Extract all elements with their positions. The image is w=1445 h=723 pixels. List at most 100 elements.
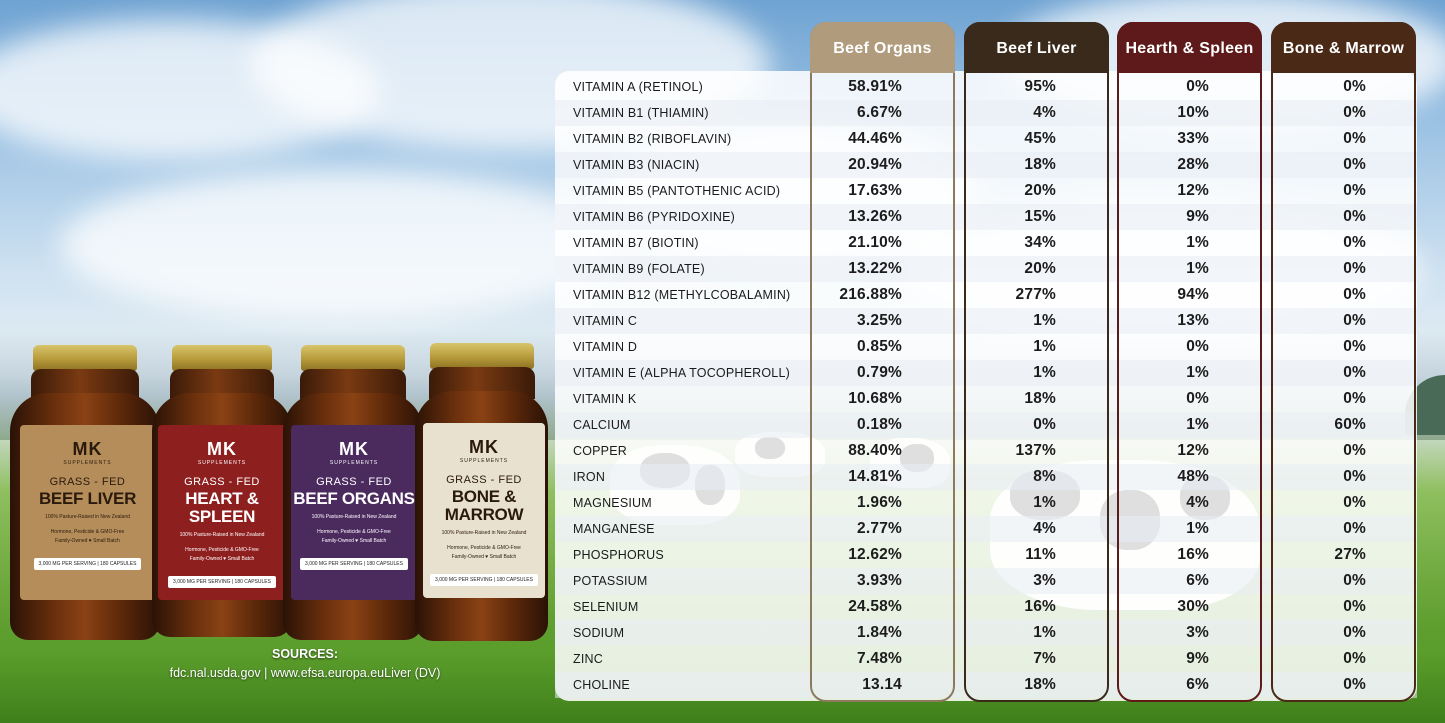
table-cell: 0% — [1343, 572, 1366, 589]
product-dose: 3,000 MG PER SERVING | 180 CAPSULES — [33, 558, 142, 570]
product-jar-beef-organs: MK SUPPLEMENTS GRASS - FED BEEF ORGANS 1… — [283, 345, 423, 640]
table-cell: 13.22% — [848, 260, 902, 277]
table-row-stripe — [555, 516, 1417, 542]
table-cell: 28% — [1177, 156, 1209, 173]
column-header: Beef Organs — [810, 22, 955, 73]
table-column: Bone & Marrow — [1271, 22, 1416, 702]
jar-lid — [172, 345, 272, 371]
table-cell: 48% — [1177, 468, 1209, 485]
nutrient-label: POTASSIUM — [573, 574, 648, 588]
table-cell: 3% — [1033, 572, 1056, 589]
table-cell: 6% — [1186, 572, 1209, 589]
table-cell: 3.93% — [857, 572, 902, 589]
nutrient-label: COPPER — [573, 444, 627, 458]
nutrient-label: MAGNESIUM — [573, 496, 652, 510]
nutrient-label: ZINC — [573, 652, 603, 666]
table-cell: 0% — [1186, 78, 1209, 95]
table-cell: 16% — [1177, 546, 1209, 563]
table-cell: 20% — [1024, 182, 1056, 199]
nutrient-label: PHOSPHORUS — [573, 548, 664, 562]
table-cell: 8% — [1033, 468, 1056, 485]
table-cell: 0% — [1343, 598, 1366, 615]
table-cell: 0% — [1343, 442, 1366, 459]
brand-logo: MK — [207, 439, 237, 459]
product-claims: Family-Owned ♥ Small Batch — [189, 556, 255, 562]
nutrient-label: MANGANESE — [573, 522, 655, 536]
table-cell: 16% — [1024, 598, 1056, 615]
table-cell: 11% — [1025, 546, 1056, 563]
sources-text: fdc.nal.usda.gov | www.efsa.europa.euLiv… — [169, 666, 441, 680]
table-cell: 9% — [1186, 208, 1209, 225]
table-cell: 0% — [1343, 78, 1366, 95]
nutrient-label: VITAMIN K — [573, 392, 637, 406]
table-cell: 13% — [1177, 312, 1209, 329]
nutrient-label: IRON — [573, 470, 606, 484]
table-cell: 0% — [1343, 208, 1366, 225]
table-cell: 1% — [1033, 624, 1056, 641]
table-cell: 0% — [1186, 390, 1209, 407]
table-cell: 27% — [1334, 546, 1366, 563]
table-cell: 13.14 — [862, 676, 902, 693]
table-cell: 0% — [1343, 104, 1366, 121]
table-cell: 0% — [1186, 338, 1209, 355]
table-cell: 0% — [1343, 364, 1366, 381]
table-cell: 34% — [1024, 234, 1056, 251]
product-tagline: 100% Pasture-Raised in New Zealand — [179, 532, 265, 538]
product-line1: GRASS - FED — [49, 476, 126, 488]
table-cell: 17.63% — [848, 182, 902, 199]
column-header: Hearth & Spleen — [1117, 22, 1262, 73]
table-cell: 3% — [1186, 624, 1209, 641]
table-cell: 24.58% — [848, 598, 902, 615]
table-cell: 3.25% — [857, 312, 902, 329]
product-name: HEART & SPLEEN — [185, 489, 259, 526]
nutrient-label: VITAMIN B1 (THIAMIN) — [573, 106, 709, 120]
table-cell: 2.77% — [857, 520, 902, 537]
table-cell: 33% — [1177, 130, 1209, 147]
table-cell: 45% — [1024, 130, 1056, 147]
nutrient-label: CHOLINE — [573, 678, 630, 692]
product-claims: Hormone, Pesticide & GMO-Free — [185, 547, 259, 553]
jar-label: MK SUPPLEMENTS GRASS - FED BEEF LIVER 10… — [20, 425, 155, 600]
table-row-stripe — [555, 620, 1417, 646]
table-cell: 12% — [1177, 442, 1209, 459]
product-jar-bone-marrow: MK SUPPLEMENTS GRASS - FED BONE & MARROW… — [415, 343, 548, 641]
product-claims: Hormone, Pesticide & GMO-Free — [50, 529, 125, 535]
table-column: Hearth & Spleen — [1117, 22, 1262, 702]
table-cell: 12.62% — [848, 546, 902, 563]
table-cell: 1% — [1033, 312, 1056, 329]
table-cell: 21.10% — [848, 234, 902, 251]
nutrient-label: VITAMIN E (ALPHA TOCOPHEROLL) — [573, 366, 790, 380]
nutrient-label: VITAMIN B3 (NIACIN) — [573, 158, 700, 172]
nutrient-label: VITAMIN C — [573, 314, 638, 328]
table-cell: 7% — [1033, 650, 1056, 667]
table-cell: 0% — [1343, 494, 1366, 511]
product-claims: Family-Owned ♥ Small Batch — [321, 538, 387, 544]
product-dose: 3,000 MG PER SERVING | 180 CAPSULES — [430, 574, 538, 586]
table-cell: 88.40% — [848, 442, 902, 459]
table-cell: 18% — [1024, 676, 1056, 693]
brand-logo: MK — [339, 439, 369, 459]
product-name: BEEF LIVER — [38, 489, 137, 508]
table-cell: 0% — [1343, 182, 1366, 199]
table-cell: 216.88% — [839, 286, 902, 303]
table-cell: 0% — [1343, 650, 1366, 667]
table-cell: 15% — [1024, 208, 1056, 225]
table-cell: 60% — [1334, 416, 1366, 433]
table-cell: 0% — [1343, 260, 1366, 277]
product-line1: GRASS - FED — [446, 474, 522, 486]
table-cell: 0% — [1343, 130, 1366, 147]
table-cell: 94% — [1177, 286, 1209, 303]
table-cell: 277% — [1015, 286, 1056, 303]
product-dose: 3,000 MG PER SERVING | 180 CAPSULES — [168, 576, 276, 588]
nutrient-label: VITAMIN B9 (FOLATE) — [573, 262, 705, 276]
product-line1: GRASS - FED — [184, 476, 260, 488]
table-cell: 0% — [1343, 312, 1366, 329]
nutrient-label: SELENIUM — [573, 600, 639, 614]
table-cell: 14.81% — [848, 468, 902, 485]
product-tagline: 100% Pasture-Raised in New Zealand — [441, 530, 527, 536]
sources-title: SOURCES: — [272, 647, 338, 661]
table-cell: 6% — [1186, 676, 1209, 693]
table-cell: 58.91% — [848, 78, 902, 95]
table-cell: 1% — [1186, 364, 1209, 381]
product-claims: Hormone, Pesticide & GMO-Free — [447, 545, 521, 551]
